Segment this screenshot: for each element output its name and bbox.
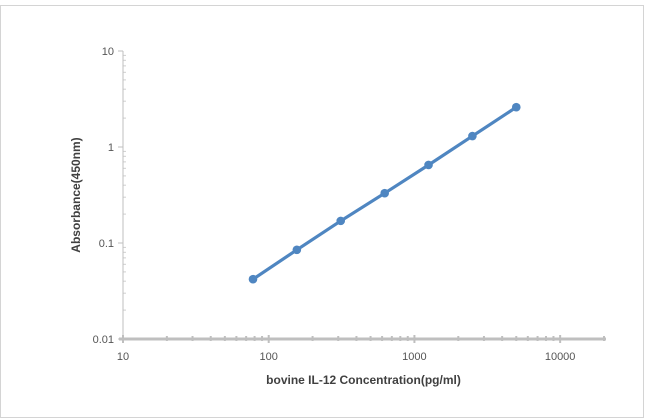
x-tick-label: 10 — [117, 351, 129, 363]
x-tick-label: 100 — [260, 351, 278, 363]
x-tick-label: 1000 — [402, 351, 426, 363]
x-ticks: 10 100 1000 10000 — [117, 335, 576, 363]
data-point — [336, 216, 346, 226]
minor-ticks — [123, 54, 605, 341]
y-tick-label: 0.1 — [99, 238, 114, 250]
y-tick-label: 10 — [102, 46, 114, 58]
data-point — [511, 102, 521, 112]
data-point — [292, 245, 302, 255]
data-point — [424, 160, 433, 170]
x-axis-title: bovine IL-12 Concentration(pg/ml) — [266, 373, 461, 387]
series-layer — [248, 102, 521, 284]
data-point — [468, 131, 477, 141]
x-tick-label: 10000 — [545, 351, 576, 363]
data-point — [380, 188, 389, 198]
y-tick-label: 1 — [108, 142, 114, 154]
data-point — [248, 274, 258, 284]
y-axis-title: Absorbance(450nm) — [69, 137, 83, 252]
y-tick-label: 0.01 — [93, 334, 114, 346]
y-ticks: 0.01 0.1 1 10 — [93, 46, 123, 346]
chart-frame — [0, 5, 644, 418]
